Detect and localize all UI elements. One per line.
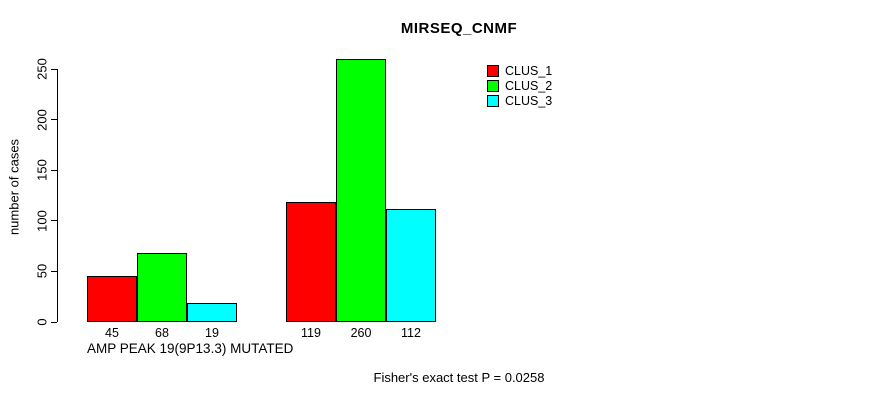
bar-value-label: 45 — [105, 326, 119, 340]
bar-value-label: 260 — [350, 326, 372, 340]
y-axis-tick-label: 150 — [34, 159, 50, 182]
legend-item-clus_1: CLUS_1 — [487, 63, 552, 78]
bar-clus_1-group2 — [286, 201, 336, 322]
legend-item-clus_3: CLUS_3 — [487, 93, 552, 108]
bar-value-label: 19 — [205, 326, 219, 340]
y-axis-tick-label: 50 — [34, 264, 50, 279]
y-axis-tick — [51, 270, 57, 272]
y-axis-line — [57, 69, 58, 322]
y-axis-tick — [51, 119, 57, 121]
legend-label: CLUS_3 — [505, 93, 553, 108]
y-axis-tick — [51, 321, 57, 323]
legend: CLUS_1 CLUS_2 CLUS_3 — [487, 63, 552, 108]
y-axis-tick — [51, 169, 57, 171]
y-axis-tick — [51, 220, 57, 222]
bar-clus_1-group1 — [87, 276, 137, 322]
x-group-label: AMP PEAK 19(9P13.3) MUTATED — [87, 341, 294, 356]
bar-value-label: 68 — [155, 326, 169, 340]
legend-item-clus_2: CLUS_2 — [487, 78, 552, 93]
y-axis-tick-label: 250 — [34, 58, 50, 80]
legend-swatch-icon — [487, 94, 499, 107]
y-axis-tick-label: 0 — [34, 318, 50, 326]
y-axis-title: number of cases — [6, 138, 22, 236]
fisher-test-annotation: Fisher's exact test P = 0.0258 — [373, 370, 545, 385]
chart-title: MIRSEQ_CNMF — [400, 20, 518, 37]
legend-swatch-icon — [487, 64, 499, 77]
bar-value-label: 112 — [401, 326, 421, 340]
y-axis-tick — [51, 68, 57, 70]
legend-label: CLUS_2 — [505, 78, 553, 93]
legend-swatch-icon — [487, 79, 499, 92]
bar-clus_3-group1 — [187, 302, 237, 322]
bar-clus_2-group2 — [336, 58, 386, 322]
bar-clus_2-group1 — [137, 253, 187, 322]
y-axis-tick-label: 200 — [34, 108, 50, 131]
bar-clus_3-group2 — [386, 208, 436, 322]
legend-label: CLUS_1 — [505, 63, 553, 78]
y-axis-tick-label: 100 — [34, 209, 50, 232]
bar-value-label: 119 — [301, 326, 321, 340]
